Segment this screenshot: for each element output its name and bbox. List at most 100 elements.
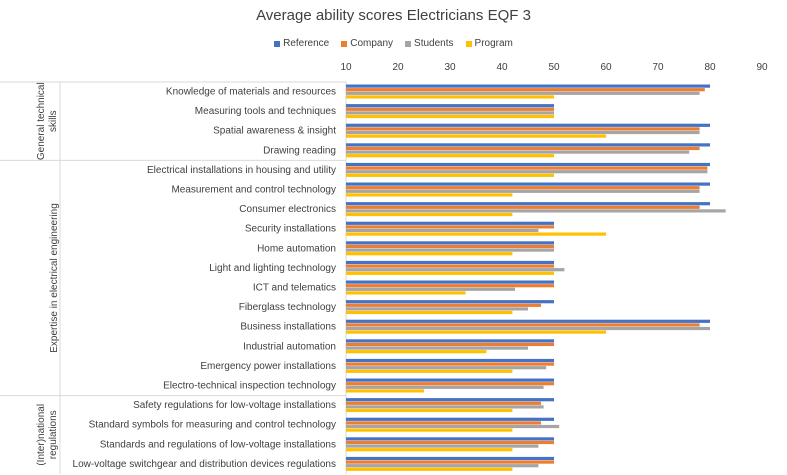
legend-item-reference: Reference bbox=[274, 38, 329, 49]
group-label-text: Expertise in electrical engineering bbox=[49, 203, 60, 353]
bar-company bbox=[346, 323, 700, 327]
bar-program bbox=[346, 193, 513, 197]
category-label: Home automation bbox=[257, 243, 336, 254]
category-label: Low-voltage switchgear and distribution … bbox=[73, 459, 336, 470]
bar-reference bbox=[346, 202, 710, 206]
bar-students bbox=[346, 248, 554, 252]
bar-company bbox=[346, 421, 541, 425]
group-label-2: (Inter)national regulations bbox=[36, 404, 59, 466]
bar-reference bbox=[346, 260, 554, 265]
bar-company bbox=[346, 107, 554, 111]
bar-company bbox=[346, 205, 700, 209]
category-label: Emergency power installations bbox=[200, 361, 336, 372]
legend-label-company: Company bbox=[350, 38, 394, 49]
group-label-text: General technical bbox=[36, 82, 47, 160]
x-tick-label: 80 bbox=[704, 62, 716, 73]
bar-students bbox=[346, 444, 539, 448]
legend-label-students: Students bbox=[414, 38, 454, 49]
bar-program bbox=[346, 232, 606, 236]
bar-program bbox=[346, 408, 513, 413]
category-label: Measuring tools and techniques bbox=[195, 106, 336, 117]
bar-program bbox=[346, 134, 606, 138]
x-tick-label: 20 bbox=[392, 62, 404, 73]
bar-company bbox=[346, 88, 705, 92]
bar-reference bbox=[346, 319, 710, 323]
bar-students bbox=[346, 385, 544, 389]
category-label: Standard symbols for measuring and contr… bbox=[89, 420, 336, 431]
bar-reference bbox=[346, 143, 710, 147]
legend-item-students: Students bbox=[405, 38, 454, 49]
legend-swatch-students bbox=[405, 40, 412, 47]
bar-company bbox=[346, 382, 554, 386]
category-label: Consumer electronics bbox=[239, 204, 336, 215]
bar-company bbox=[346, 244, 554, 249]
bar-program bbox=[346, 154, 554, 158]
group-label-0: General technical skills bbox=[36, 82, 59, 160]
legend-swatch-company bbox=[341, 40, 348, 47]
legend-swatch-reference bbox=[274, 40, 281, 47]
bar-students bbox=[346, 111, 554, 115]
legend: Reference Company Students Program bbox=[0, 38, 787, 49]
category-label: Business installations bbox=[240, 322, 336, 333]
bar-company bbox=[346, 440, 554, 445]
bar-company bbox=[346, 127, 700, 131]
bar-reference bbox=[346, 437, 554, 441]
x-tick-label: 30 bbox=[444, 62, 456, 73]
bar-reference bbox=[346, 339, 554, 343]
bar-company bbox=[346, 186, 700, 190]
bar-program bbox=[346, 252, 513, 256]
chart-title: Average ability scores Electricians EQF … bbox=[256, 7, 531, 24]
bar-program bbox=[346, 114, 554, 119]
category-label: Knowledge of materials and resources bbox=[166, 87, 336, 98]
x-tick-label: 90 bbox=[756, 62, 768, 73]
bar-program bbox=[346, 212, 513, 217]
legend-label-reference: Reference bbox=[283, 38, 330, 49]
bar-students bbox=[346, 326, 710, 331]
bar-company bbox=[346, 342, 554, 347]
category-label: ICT and telematics bbox=[253, 283, 336, 294]
bar-program bbox=[346, 389, 424, 393]
bar-students bbox=[346, 209, 726, 213]
bar-program bbox=[346, 350, 487, 354]
category-label: Electrical installations in housing and … bbox=[147, 165, 336, 176]
bar-company bbox=[346, 146, 700, 151]
bar-reference bbox=[346, 182, 710, 186]
bar-students bbox=[346, 405, 544, 409]
x-tick-label: 10 bbox=[340, 62, 352, 73]
bar-company bbox=[346, 225, 554, 229]
legend-item-company: Company bbox=[341, 38, 393, 49]
bar-reference bbox=[346, 300, 554, 304]
category-label: Safety regulations for low-voltage insta… bbox=[133, 400, 336, 411]
bar-students bbox=[346, 366, 547, 370]
category-label: Spatial awareness & insight bbox=[213, 126, 336, 137]
x-tick-label: 70 bbox=[652, 62, 664, 73]
bar-reference bbox=[346, 398, 554, 402]
bar-students bbox=[346, 228, 539, 233]
bar-reference bbox=[346, 104, 554, 108]
bar-program bbox=[346, 310, 513, 315]
category-label: Measurement and control technology bbox=[171, 185, 336, 196]
bar-program bbox=[346, 428, 513, 432]
bar-reference bbox=[346, 84, 710, 88]
category-label: Electro-technical inspection technology bbox=[163, 381, 336, 392]
bar-reference bbox=[346, 358, 554, 363]
bar-students bbox=[346, 189, 700, 193]
category-label: Security installations bbox=[245, 224, 336, 235]
category-label: Light and lighting technology bbox=[209, 263, 336, 274]
bar-students bbox=[346, 170, 708, 174]
bar-program bbox=[346, 173, 554, 177]
x-tick-label: 40 bbox=[496, 62, 508, 73]
category-label: Fiberglass technology bbox=[239, 302, 336, 313]
bar-company bbox=[346, 401, 541, 405]
legend-item-program: Program bbox=[465, 38, 513, 49]
category-label: Drawing reading bbox=[263, 145, 336, 156]
bar-reference bbox=[346, 162, 710, 167]
bar-students bbox=[346, 287, 515, 291]
bar-reference bbox=[346, 280, 554, 284]
bar-students bbox=[346, 91, 700, 95]
group-label-text: skills bbox=[48, 110, 59, 132]
bar-company bbox=[346, 362, 554, 366]
category-label: Standards and regulations of low-voltage… bbox=[100, 439, 336, 450]
bar-reference bbox=[346, 378, 554, 382]
